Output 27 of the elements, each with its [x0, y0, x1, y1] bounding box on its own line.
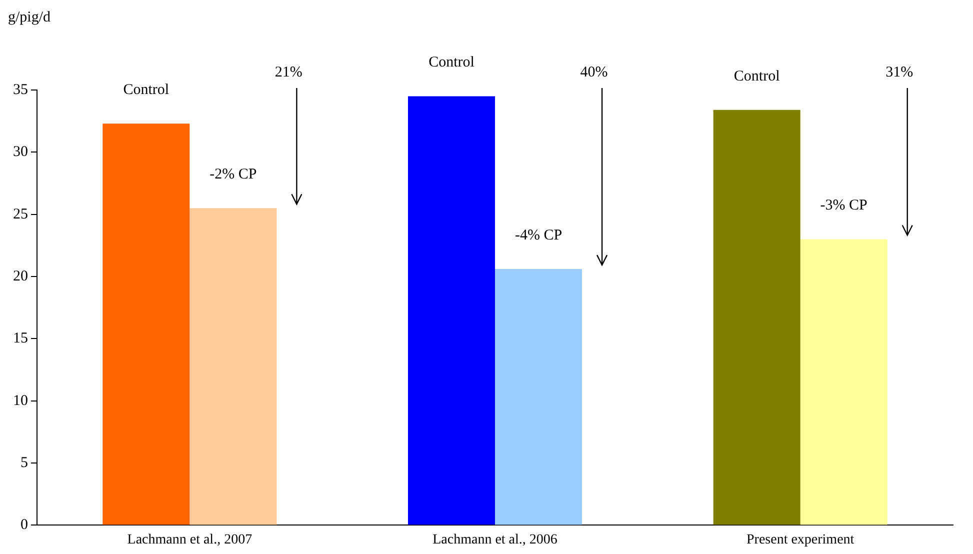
y-tick-label: 0	[20, 517, 28, 534]
y-tick-label: 25	[13, 206, 28, 222]
text: 21%	[274, 64, 302, 80]
y-tick-label: 10	[13, 392, 28, 409]
x-tick-label: Present experiment	[746, 532, 854, 548]
annotation: -3% CP	[820, 198, 868, 214]
annotation: -4% CP	[514, 227, 562, 244]
y-tick-label: 5	[20, 454, 28, 471]
y-tick-label: 30	[13, 144, 28, 160]
x-tick-label: Lachmann et al., 2007	[127, 532, 252, 548]
bar	[190, 208, 277, 525]
y-tick-label: 15	[13, 330, 28, 347]
text: Control	[734, 68, 780, 84]
bar	[102, 124, 190, 525]
y-tick-label: 20	[13, 268, 28, 284]
text: 40%	[580, 64, 608, 80]
annotation: -2% CP	[210, 166, 257, 183]
y-tick-label: 35	[13, 82, 28, 98]
bar	[495, 269, 582, 525]
bar	[800, 239, 888, 525]
x-tick-label: Lachmann et al., 2006	[432, 532, 558, 548]
text: Control	[428, 54, 474, 71]
y-axis-title: g/pig/d	[8, 9, 51, 26]
bar	[408, 96, 495, 525]
bar	[713, 110, 800, 525]
annotation: Control	[123, 82, 170, 98]
text: 31%	[886, 64, 914, 80]
